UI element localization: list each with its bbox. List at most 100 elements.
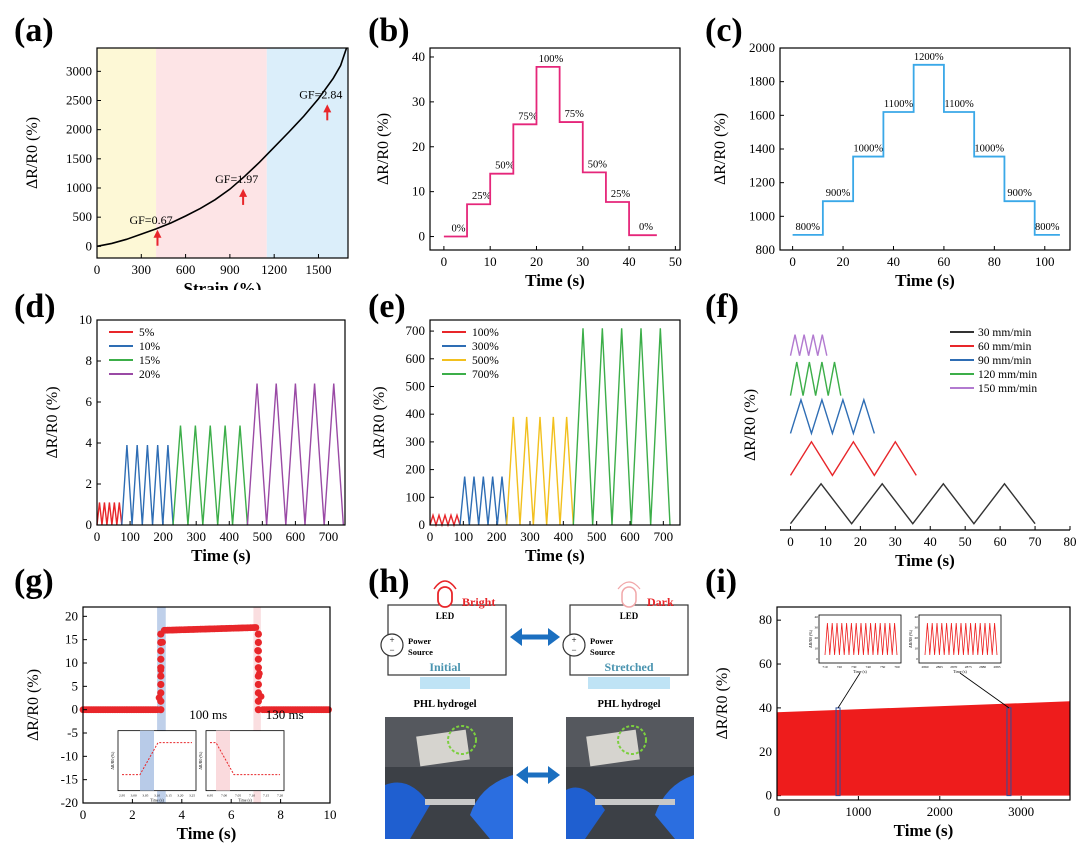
y-tick-label-g: 20 [65,608,78,623]
x-tick-label-d: 600 [286,529,306,544]
data-point [254,638,262,647]
right-minus: − [571,645,576,655]
series-line-300% [459,476,508,526]
inset-series [924,622,998,656]
swap-arrow-icon-2 [516,766,560,784]
y-tick-label-c: 1400 [749,141,775,156]
gf-annotation: GF=2.84 [299,87,342,101]
y-axis-label-i: ΔR/R0 (%) [714,667,731,739]
chart-c-large-stepwise-strain: 0 20 40 60 80 100 800 1000 1200 1400 1600 1800 2000 T… [712,40,1071,290]
y-tick-label-e: 100 [406,489,426,504]
inset-x-tick-label: 720 [837,665,843,669]
step-line-b [443,65,657,238]
highlight-band-1 [253,607,261,803]
x-tick-label-i: 3000 [1008,804,1034,819]
plot-frame-d [96,319,346,526]
data-point [157,630,165,638]
y-axis-label-c: ΔR/R0 (%) [712,113,729,185]
x-tick-label-g: 10 [324,807,337,822]
inset-frame [117,730,197,792]
x-tick-label-g: 8 [277,807,284,822]
inset-y-tick-label: 30 [915,626,919,630]
x-tick-label-b: 20 [530,254,543,269]
data-point [325,706,332,714]
left-hydrogel-strip [420,677,470,689]
x-tick-label-d: 100 [120,529,140,544]
y-tick-label-b: 40 [412,49,425,64]
x-axis-label-b: Time (s) [525,271,585,290]
inset-y-tick-label: 10 [915,647,919,651]
x-tick-label-e: 300 [520,529,540,544]
y-tick-label-a: 0 [86,238,93,253]
x-tick-label-g: 4 [179,807,186,822]
plot-frame-g [82,606,331,804]
data-point [157,638,165,647]
step-label: 75% [518,111,538,122]
y-tick-label-e: 500 [406,378,426,393]
x-tick-label-d: 700 [319,529,339,544]
right-led-icon [617,581,641,608]
series-line-5% [96,502,123,526]
plot-frame-b [429,47,681,251]
inset-x-tick-label: 2865 [936,665,943,669]
y-tick-label-e: 700 [406,323,426,338]
inset-y-tick-label: 20 [815,636,819,640]
step-label: 1100% [944,99,974,110]
x-tick-label-i: 1000 [845,804,871,819]
legend-label-500%: 500% [472,355,499,367]
right-state-label: Dark [647,595,674,609]
y-tick-label-g: -5 [67,725,78,740]
x-tick-label-b: 50 [669,254,682,269]
x-tick-label-a: 1500 [305,262,331,277]
inset-y-tick-label: 0 [916,657,918,661]
step-label: 100% [539,54,564,65]
zoom-arrow-icon [959,672,1010,709]
step-label: 25% [472,191,492,202]
x-tick-label-a: 0 [94,262,101,277]
x-tick-label-i: 0 [774,804,781,819]
y-tick-label-d: 2 [86,476,93,491]
x-tick-label-d: 200 [153,529,173,544]
x-tick-label-f: 70 [1029,534,1042,549]
legend-label-120 mm/min: 120 mm/min [978,369,1037,381]
plot-area-b: 0 10 20 30 40 50 0 10 20 30 40 Time (s) ΔR/R0 (%) 0% 2… [375,47,682,290]
left-led-icon [433,580,457,608]
y-tick-label-i: 20 [759,744,772,759]
y-tick-label-e: 300 [406,434,426,449]
inset-x-tick-label: 710 [822,665,828,669]
x-tick-label-c: 20 [837,254,850,269]
chart-a-strain-response: GF=0.67 GF=1.97 GF=2.84 0 300 600 900 1200 1500 0… [24,47,349,290]
data-point [254,672,262,680]
plot-area-d: 0 100 200 300 400 500 600 700 0 2 4 6 8 10 Time (s) ΔR/… [44,312,346,565]
gf-arrow-head-icon [239,188,248,197]
plot-area-g: Time (s) ΔR/R0 (%) 100 ms 130 ms 2.95 3.00 3.0… [25,606,337,843]
y-tick-label-e: 400 [406,406,426,421]
legend-label-15%: 15% [139,355,161,367]
inset-i-0: 710 720 730 740 750 760 0 10 20 30 40 Time (s) ΔR/R0… [808,614,902,674]
step-label: 800% [795,222,820,233]
x-tick-label-c: 100 [1035,254,1055,269]
data-point [254,689,262,697]
step-label: 1100% [884,99,914,110]
y-tick-label-i: 0 [766,788,773,803]
gf-arrow-head-icon [153,229,162,238]
x-tick-label-d: 300 [186,529,206,544]
right-gel-state: Stretched [604,660,653,674]
diagram-h: LED Bright + − Power Source Initial PHL … [370,575,695,845]
x-tick-label-f: 40 [924,534,937,549]
series-line-20% [246,383,345,526]
panel-label-c: (c) [705,12,743,49]
series-line-500% [505,416,575,526]
x-tick-label-a: 600 [176,262,196,277]
data-point [157,689,165,697]
series-line-120 mm/min [789,361,842,396]
plot-area-a: GF=0.67 GF=1.97 GF=2.84 0 300 600 900 1200 1500 0… [24,47,349,290]
legend-label-20%: 20% [139,369,161,381]
inset-highlight [140,730,154,791]
series-line-60 mm/min [789,440,917,477]
panel-label-b: (b) [368,12,410,49]
x-tick-label-f: 0 [787,534,794,549]
data-point [157,706,165,714]
y-tick-label-g: 5 [72,678,79,693]
inset-x-tick-label: 7.00 [221,794,227,798]
